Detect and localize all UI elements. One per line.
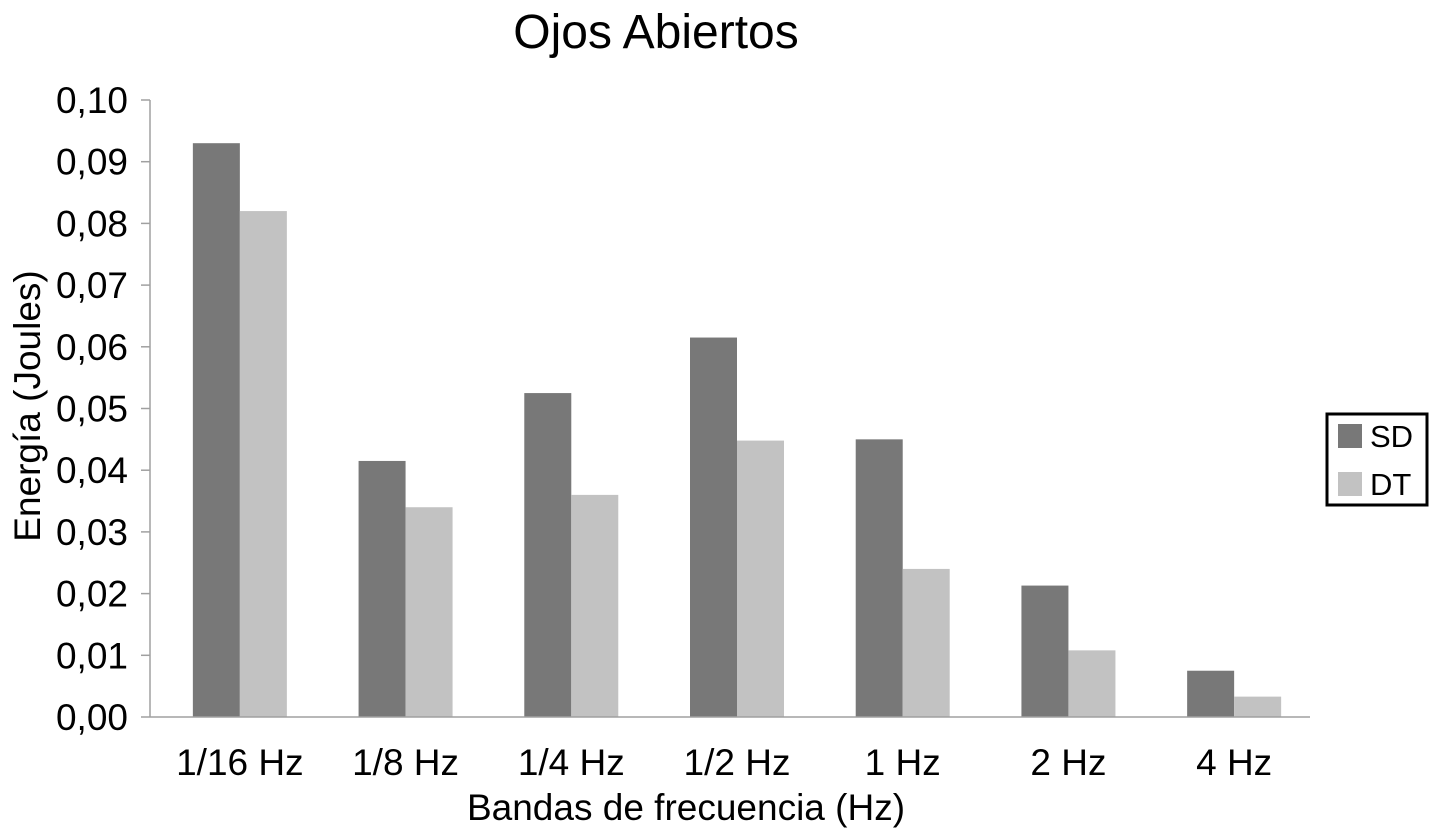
x-tick-label: 2 Hz	[1030, 742, 1106, 783]
legend-label-sd: SD	[1370, 419, 1413, 454]
bar-dt-5	[902, 568, 950, 717]
y-axis: 0,00 0,01 0,02 0,03 0,04 0,05 0,06 0,07 0,08 0,09…	[56, 80, 151, 738]
legend-label-dt: DT	[1370, 467, 1411, 502]
bar-dt-3	[571, 494, 619, 717]
legend-swatch-sd	[1338, 424, 1362, 448]
y-tick-label: 0,01	[56, 635, 128, 676]
y-tick-label: 0,02	[56, 574, 128, 615]
bar-dt-2	[405, 507, 453, 717]
bar-sd-4	[690, 337, 737, 717]
x-tick-label: 1 Hz	[865, 742, 941, 783]
y-tick-label: 0,03	[56, 512, 128, 553]
bar-sd-1	[192, 143, 240, 717]
x-axis: 1/16 Hz 1/8 Hz 1/4 Hz 1/2 Hz 1 Hz 2 Hz 4 Hz	[150, 716, 1310, 783]
chart-title: Ojos Abiertos	[513, 6, 798, 59]
x-axis-title: Bandas de frecuencia (Hz)	[467, 787, 905, 828]
bars	[192, 143, 1282, 717]
x-tick-label: 1/2 Hz	[684, 742, 791, 783]
x-tick-label: 1/4 Hz	[518, 742, 625, 783]
y-tick-label: 0,10	[56, 80, 128, 121]
legend-swatch-dt	[1338, 472, 1362, 496]
bar-sd-7	[1187, 670, 1235, 717]
y-tick-label: 0,00	[56, 697, 128, 738]
y-tick-label: 0,08	[56, 203, 128, 244]
x-tick-label: 4 Hz	[1196, 742, 1272, 783]
y-axis-title: Energía (Joules)	[7, 270, 48, 541]
bar-dt-1	[239, 211, 287, 717]
bar-dt-7	[1234, 696, 1282, 717]
legend: SD DT	[1325, 412, 1429, 507]
y-tick-label: 0,06	[56, 327, 128, 368]
x-tick-label: 1/8 Hz	[352, 742, 459, 783]
bar-sd-3	[524, 393, 572, 717]
bar-sd-5	[855, 439, 903, 717]
y-tick-label: 0,09	[56, 142, 128, 183]
y-tick-label: 0,04	[56, 450, 128, 491]
y-tick-label: 0,07	[56, 265, 128, 306]
y-tick-label: 0,05	[56, 389, 128, 430]
bar-dt-4	[737, 440, 784, 717]
bar-dt-6	[1068, 650, 1116, 717]
x-tick-label: 1/16 Hz	[176, 742, 304, 783]
bar-sd-2	[358, 460, 406, 717]
bar-sd-6	[1021, 585, 1069, 717]
